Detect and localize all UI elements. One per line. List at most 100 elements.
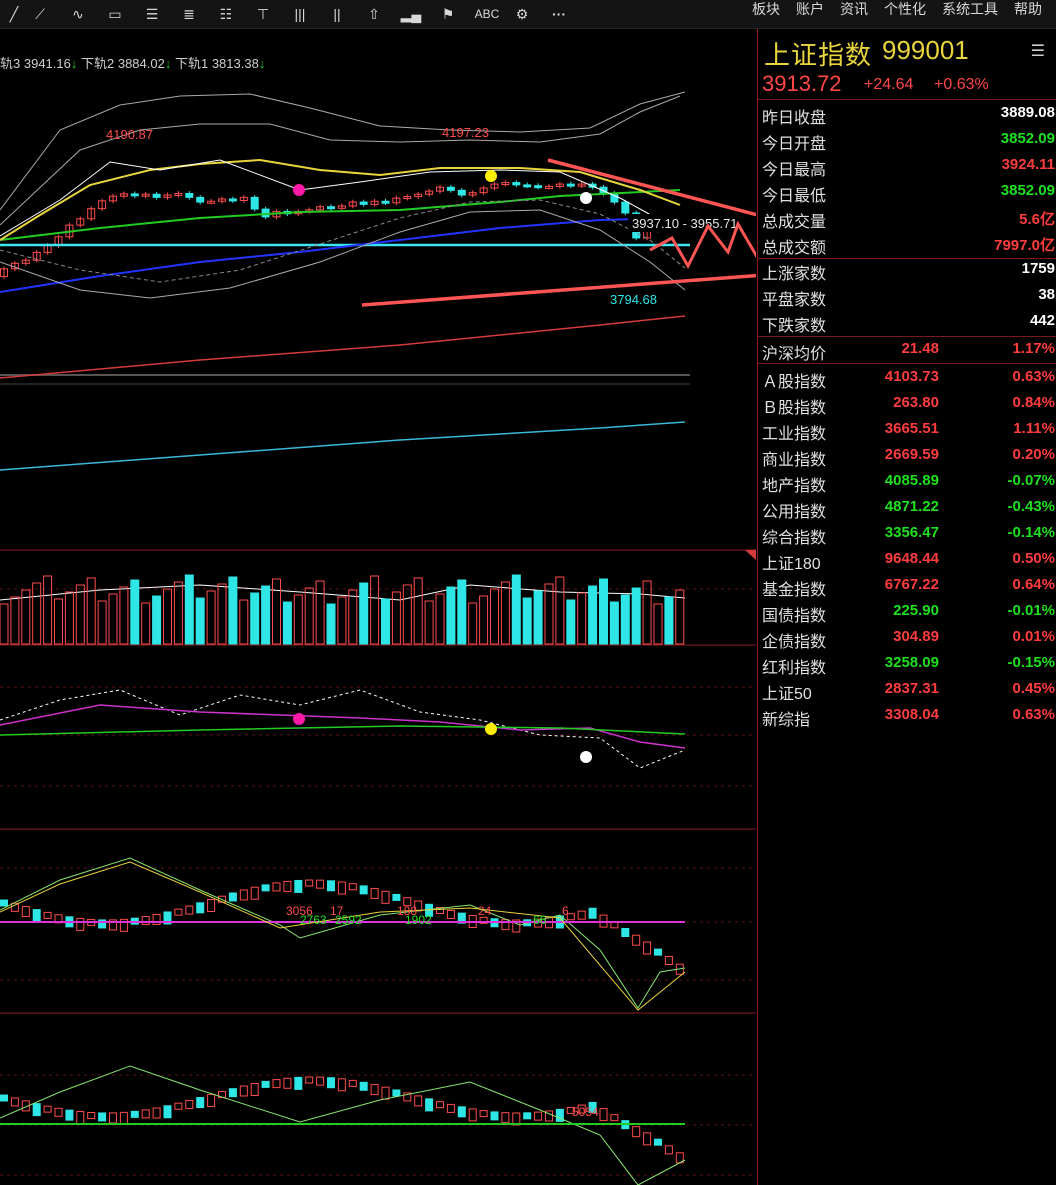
bollinger-upper <box>0 95 681 226</box>
stat-row[interactable]: 平盘家数 38 <box>758 283 1056 309</box>
candle-body <box>130 193 139 197</box>
volume-bar <box>675 589 685 645</box>
sub2-candle <box>228 1088 237 1098</box>
index-row[interactable]: 国债指数 225.90 -0.01% <box>758 599 1056 625</box>
fibonacci-fan-icon[interactable]: ≣ <box>183 6 195 22</box>
marker-icon[interactable]: ⚑ <box>441 6 455 22</box>
bar-chart-icon[interactable]: ▂▄ <box>400 6 422 22</box>
menu-system-tools[interactable]: 系统工具 <box>942 1 998 17</box>
volume-bar <box>97 600 107 645</box>
volume-bar <box>184 574 194 645</box>
slash-line-icon[interactable]: ╱ <box>9 6 19 22</box>
index-pct: 0.50% <box>1012 550 1055 567</box>
candle-body <box>337 205 346 209</box>
index-row[interactable]: 新综指 3308.04 0.63% <box>758 703 1056 729</box>
volume-bar <box>468 602 478 645</box>
candle-body <box>207 200 216 204</box>
index-row[interactable]: 基金指数 6767.22 0.64% <box>758 573 1056 599</box>
sub1-candle <box>446 909 455 919</box>
index-row[interactable]: Ａ股指数 4103.73 0.63% <box>758 365 1056 391</box>
candle-body <box>414 193 423 198</box>
ma-yellow <box>0 158 681 241</box>
cross-line-icon[interactable]: ⊤ <box>256 6 270 22</box>
index-value: 3308.04 <box>884 706 939 723</box>
menu-personalize[interactable]: 个性化 <box>884 1 926 17</box>
arrow-up-line <box>361 273 756 307</box>
quote-panel: 上证指数 999001 ☰ 3913.72 +24.64 +0.63% 昨日收盘… <box>757 29 1056 1185</box>
stat-row[interactable]: 今日开盘 3852.09 <box>758 127 1056 153</box>
candle-body <box>479 187 488 194</box>
more-button[interactable]: ··· <box>552 6 566 22</box>
stat-row[interactable]: 下跌家数 442 <box>758 309 1056 335</box>
sub2-candle <box>457 1106 466 1118</box>
menu-account[interactable]: 账户 <box>796 1 824 17</box>
sub-label-b: 17 <box>330 904 344 918</box>
sub2-candle <box>468 1108 477 1122</box>
volume-bar <box>566 599 576 645</box>
fibonacci-icon[interactable]: ☰ <box>145 6 159 22</box>
index-pct: -0.14% <box>1007 524 1055 541</box>
wave-line-icon[interactable]: ∿ <box>72 6 84 22</box>
channel-icon[interactable]: ☷ <box>219 6 233 22</box>
index-row[interactable]: 企债指数 304.89 0.01% <box>758 625 1056 651</box>
vertical-lines-2-icon[interactable]: || <box>333 6 341 22</box>
settings-gear-icon[interactable]: ⚙ <box>515 6 529 22</box>
stat-row[interactable]: 总成交量 5.6亿 <box>758 205 1056 231</box>
stat-row[interactable]: 总成交额 7997.0亿 <box>758 231 1056 257</box>
stat-row[interactable]: 今日最低 3852.09 <box>758 179 1056 205</box>
stat-label: 平盘家数 <box>762 292 827 309</box>
sub-label-j: 5054 <box>572 1105 599 1119</box>
index-row[interactable]: 公用指数 4871.22 -0.43% <box>758 495 1056 521</box>
candle-body <box>436 186 444 192</box>
candle-body <box>98 200 107 210</box>
stat-row[interactable]: 昨日收盘 3889.08 <box>758 101 1056 127</box>
sub2-candle <box>163 1105 172 1119</box>
hand-drawn-arrows <box>361 158 756 307</box>
panel-menu-icon[interactable]: ☰ <box>1030 43 1045 60</box>
sub1-candle <box>32 909 41 923</box>
divider <box>758 363 1056 364</box>
index-row[interactable]: 商业指数 2669.59 0.20% <box>758 443 1056 469</box>
stat-label: 上涨家数 <box>762 266 827 283</box>
index-row[interactable]: 综合指数 3356.47 -0.14% <box>758 521 1056 547</box>
volume-bar <box>119 586 129 645</box>
ray-line-icon[interactable]: ⟋ <box>35 6 45 22</box>
kline-chart[interactable]: 4190.87 4197.23 3794.68 3937.10 - 3955.7… <box>0 29 756 1185</box>
volume-bar <box>620 594 630 645</box>
menu-news[interactable]: 资讯 <box>840 1 868 17</box>
index-row[interactable]: 红利指数 3258.09 -0.15% <box>758 651 1056 677</box>
index-label: 公用指数 <box>762 504 827 521</box>
up-arrow-icon[interactable]: ⇧ <box>368 6 380 22</box>
stat-value: 3924.11 <box>1001 156 1055 173</box>
sub2-candle <box>479 1110 488 1118</box>
index-pct: 0.63% <box>1012 706 1055 723</box>
long-ma-red <box>0 315 686 379</box>
rectangle-icon[interactable]: ▭ <box>108 6 122 22</box>
candle-body <box>152 193 161 198</box>
volume-bar <box>381 598 390 645</box>
index-row[interactable]: 地产指数 4085.89 -0.07% <box>758 469 1056 495</box>
sub1-candle <box>163 911 172 925</box>
index-pct: 0.64% <box>1012 576 1055 593</box>
arrow-down-line <box>547 158 756 217</box>
sub2-candle <box>577 1104 586 1114</box>
oscillator-magenta <box>0 704 686 749</box>
chart-grid <box>0 374 756 1176</box>
bollinger-lower <box>0 209 686 299</box>
avg-price-row[interactable]: 沪深均价 21.48 1.17% <box>758 337 1056 363</box>
stat-row[interactable]: 上涨家数 1759 <box>758 257 1056 283</box>
stat-row[interactable]: 今日最高 3924.11 <box>758 153 1056 179</box>
menu-bankuai[interactable]: 板块 <box>752 1 780 17</box>
legend-lb1-label: 下轨1 <box>174 56 209 71</box>
text-tool-button[interactable]: ABC <box>474 7 500 21</box>
sub2-candle <box>392 1089 401 1097</box>
sub2-candle <box>239 1085 248 1097</box>
white-dot-marker <box>580 192 592 204</box>
candle-body <box>163 194 172 198</box>
index-row[interactable]: 工业指数 3665.51 1.11% <box>758 417 1056 443</box>
index-row[interactable]: 上证50 2837.31 0.45% <box>758 677 1056 703</box>
vertical-lines-icon[interactable]: ||| <box>294 6 306 22</box>
index-row[interactable]: 上证180 9648.44 0.50% <box>758 547 1056 573</box>
menu-help[interactable]: 帮助 <box>1014 1 1042 17</box>
index-row[interactable]: Ｂ股指数 263.80 0.84% <box>758 391 1056 417</box>
